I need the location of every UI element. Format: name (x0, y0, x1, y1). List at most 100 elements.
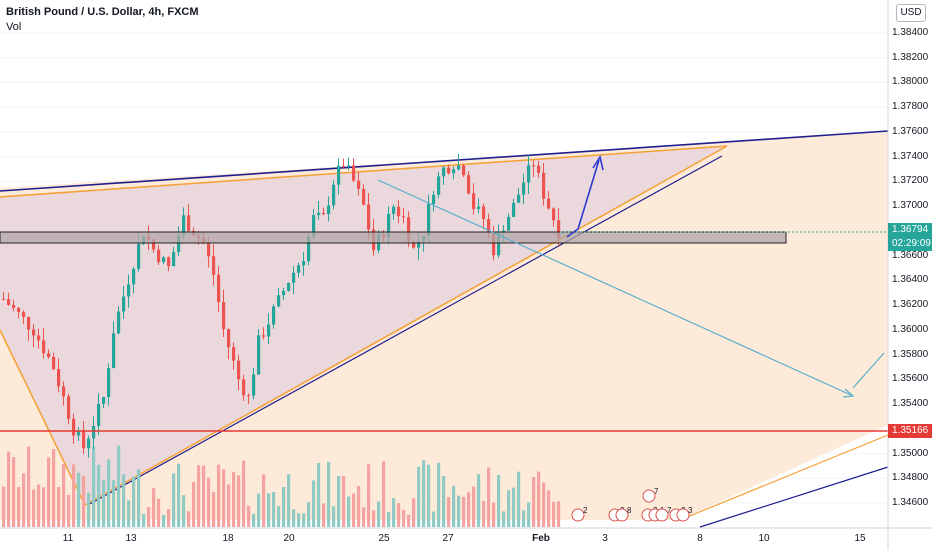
event-flag-icon[interactable] (676, 508, 690, 522)
volume-bar (92, 446, 96, 527)
candle-up (127, 284, 131, 297)
candle-up (337, 165, 341, 185)
volume-bar (207, 477, 211, 527)
candle-up (442, 167, 446, 177)
volume-bar (357, 486, 361, 527)
volume-bar (502, 511, 506, 527)
volume-bar (132, 476, 136, 527)
price-tick: 1.34800 (892, 472, 929, 484)
volume-bar (437, 462, 441, 527)
candle-up (457, 165, 461, 170)
projection-line[interactable] (377, 179, 854, 397)
candle-up (77, 431, 81, 436)
price-tick: 1.38200 (892, 51, 929, 63)
candle-up (417, 241, 421, 248)
volume-bar (157, 498, 161, 527)
volume-bar (227, 484, 231, 527)
event-count: 3 (688, 506, 693, 515)
candle-up (507, 216, 511, 231)
volume-bar (477, 474, 481, 527)
candle-down (152, 239, 156, 250)
candle-up (117, 311, 121, 334)
volume-bar (442, 476, 446, 527)
candle-down (187, 215, 191, 231)
candle-up (497, 232, 501, 256)
candle-up (162, 257, 166, 263)
candle-down (212, 256, 216, 275)
volume-bar (327, 461, 331, 527)
event-count: 8 (627, 506, 632, 515)
candle-down (402, 216, 406, 218)
volume-bar (252, 513, 256, 527)
up-arrow[interactable] (566, 159, 600, 238)
volume-bar (232, 471, 236, 527)
price-tick: 1.37400 (892, 150, 929, 162)
candle-down (62, 386, 66, 397)
volume-bar (367, 464, 371, 527)
candle-up (182, 215, 186, 236)
volume-bar (402, 509, 406, 527)
candle-up (277, 295, 281, 307)
price-tick: 1.37200 (892, 175, 929, 187)
volume-bar (27, 446, 31, 527)
volume-bar (407, 514, 411, 527)
volume-bar (392, 498, 396, 527)
candle-up (517, 194, 521, 203)
candle-down (322, 212, 326, 215)
volume-bar (417, 466, 421, 527)
candle-up (522, 182, 526, 195)
upper-trendline[interactable] (0, 130, 889, 192)
volume-bar (7, 451, 11, 527)
volume-bar (457, 495, 461, 527)
event-flag-icon[interactable] (615, 508, 629, 522)
volume-bar (17, 487, 21, 527)
candle-down (217, 274, 221, 303)
volume-bar (267, 493, 271, 527)
candle-down (2, 298, 6, 300)
volume-bar (137, 469, 141, 527)
volume-bar (542, 482, 546, 527)
projection-rebound-line[interactable] (852, 352, 885, 389)
price-tick: 1.37800 (892, 101, 929, 113)
candle-up (112, 333, 116, 369)
candle-down (47, 353, 51, 357)
parallel-trendline[interactable] (699, 466, 889, 528)
lower-trendline[interactable] (87, 155, 723, 506)
volume-bar (382, 461, 386, 527)
candle-up (432, 194, 436, 205)
event-flag-icon[interactable] (642, 489, 656, 503)
candle-up (327, 205, 331, 215)
volume-bar (347, 496, 351, 527)
event-markers[interactable]: 238731723 (571, 487, 693, 522)
price-zone-rectangle[interactable] (0, 231, 787, 244)
volume-bars (2, 445, 561, 527)
price-tick: 1.35800 (892, 348, 929, 360)
volume-bar (337, 476, 341, 527)
volume-bar (272, 492, 276, 527)
volume-bar (147, 506, 151, 527)
candle-up (137, 243, 141, 269)
event-flag-icon[interactable] (655, 508, 669, 522)
candle-down (532, 165, 536, 167)
volume-bar (237, 475, 241, 527)
candle-up (477, 206, 481, 209)
support-price-badge: 1.35166 (888, 424, 932, 438)
volume-label: Vol (6, 21, 22, 33)
volume-bar (127, 500, 131, 527)
price-tick: 1.37600 (892, 125, 929, 137)
volume-bar (142, 513, 146, 527)
candle-down (247, 395, 251, 397)
candle-down (167, 257, 171, 267)
volume-bar (187, 511, 191, 527)
candle-down (467, 175, 471, 194)
volume-bar (517, 471, 521, 527)
event-flag-icon[interactable] (571, 508, 585, 522)
currency-button[interactable]: USD (896, 4, 926, 22)
volume-bar (277, 506, 281, 527)
volume-bar (307, 502, 311, 527)
volume-bar (22, 473, 26, 527)
candle-up (387, 213, 391, 238)
candle-down (397, 206, 401, 217)
